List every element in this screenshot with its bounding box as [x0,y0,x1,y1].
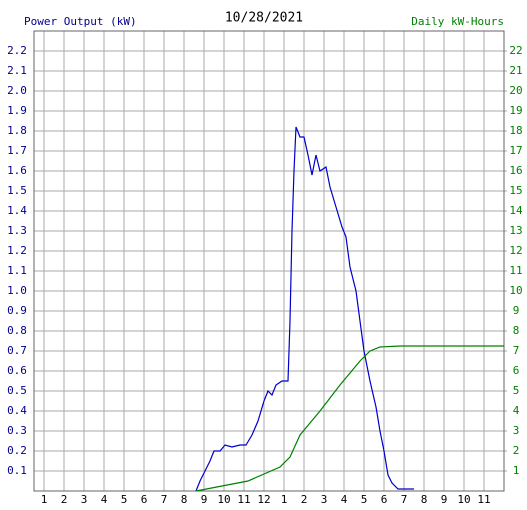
x-tick-label: 6 [141,493,148,506]
y-tick-label: 2.1 [7,64,27,77]
y-tick-label: 2.2 [7,44,27,57]
y-tick-label: 1.7 [7,144,27,157]
y2-tick-label: 3 [513,424,520,437]
y-tick-label: 1.3 [7,224,27,237]
y2-tick-label: 4 [513,404,520,417]
y2-tick-label: 15 [509,184,522,197]
x-tick-label: 4 [101,493,108,506]
x-tick-label: 9 [441,493,448,506]
y-tick-label: 1.1 [7,264,27,277]
y-tick-label: 1.8 [7,124,27,137]
y2-tick-label: 22 [509,44,522,57]
y-tick-label: 1.9 [7,104,27,117]
y-tick-label: 1.0 [7,284,27,297]
y-tick-label: 0.9 [7,304,27,317]
x-tick-label: 9 [201,493,208,506]
y-axis-label: Power Output (kW) [24,15,137,28]
x-tick-label: 5 [361,493,368,506]
x-tick-label: 5 [121,493,128,506]
x-tick-label: 1 [41,493,48,506]
y-tick-label: 0.1 [7,464,27,477]
y2-tick-label: 11 [509,264,522,277]
x-tick-label: 4 [341,493,348,506]
x-tick-label: 8 [181,493,188,506]
y2-tick-label: 6 [513,364,520,377]
y2-tick-label: 1 [513,464,520,477]
x-tick-label: 2 [301,493,308,506]
y2-tick-label: 10 [509,284,522,297]
y2-tick-label: 13 [509,224,522,237]
x-tick-label: 12 [257,493,270,506]
x-tick-label: 3 [81,493,88,506]
x-tick-label: 2 [61,493,68,506]
y-tick-label: 0.5 [7,384,27,397]
y2-tick-label: 18 [509,124,522,137]
y2-tick-label: 12 [509,244,522,257]
x-tick-label: 11 [237,493,250,506]
x-tick-label: 10 [217,493,230,506]
y-tick-label: 1.4 [7,204,27,217]
y2-tick-label: 14 [509,204,523,217]
y2-tick-label: 5 [513,384,520,397]
x-tick-label: 3 [321,493,328,506]
y-tick-label: 0.4 [7,404,27,417]
y2-tick-label: 17 [509,144,522,157]
y2-tick-label: 2 [513,444,520,457]
y2-tick-label: 8 [513,324,520,337]
x-tick-label: 10 [457,493,470,506]
x-tick-label: 11 [477,493,490,506]
x-tick-label: 6 [381,493,388,506]
x-tick-label: 7 [401,493,408,506]
y-tick-label: 0.2 [7,444,27,457]
y-tick-label: 2.0 [7,84,27,97]
plot-frame [33,30,505,492]
y-tick-label: 1.5 [7,184,27,197]
line-series [195,126,414,492]
y2-tick-label: 16 [509,164,522,177]
y-tick-label: 1.6 [7,164,27,177]
y2-axis-label: Daily kW-Hours [411,15,504,28]
y2-tick-label: 21 [509,64,522,77]
y-tick-label: 0.6 [7,364,27,377]
y-tick-label: 0.7 [7,344,27,357]
y-tick-label: 1.2 [7,244,27,257]
y2-tick-label: 7 [513,344,520,357]
chart-title: 10/28/2021 [225,11,303,26]
y-tick-label: 0.8 [7,324,27,337]
y-tick-label: 0.3 [7,424,27,437]
x-tick-label: 1 [281,493,288,506]
x-tick-label: 8 [421,493,428,506]
x-tick-label: 7 [161,493,168,506]
y2-tick-label: 9 [513,304,520,317]
y2-tick-label: 20 [509,84,522,97]
y2-tick-label: 19 [509,104,522,117]
line-series [195,345,504,492]
